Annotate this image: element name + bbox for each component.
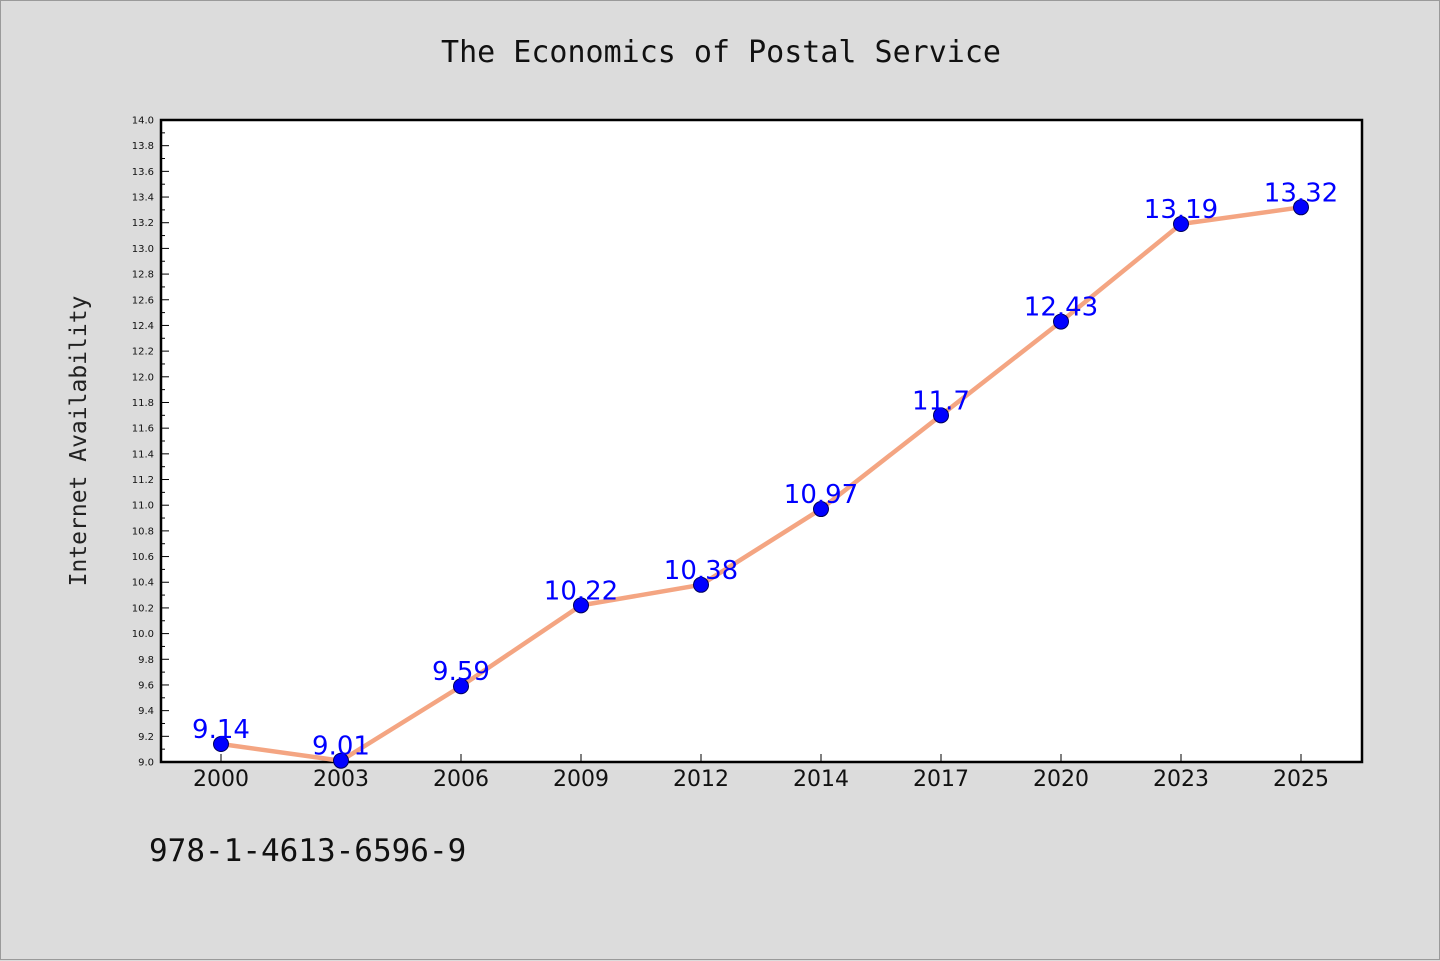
x-tick-label: 2020 [1033, 767, 1089, 792]
x-tick-label: 2014 [793, 767, 849, 792]
data-label: 12.43 [1024, 293, 1098, 323]
y-tick-label: 9.0 [138, 758, 154, 769]
y-tick-label: 11.4 [132, 449, 154, 460]
y-tick-label: 12.2 [132, 347, 154, 358]
y-axis-label: Internet Availability [66, 296, 92, 587]
series-line [220, 205, 1302, 763]
data-label: 9.14 [192, 715, 250, 745]
y-tick-label: 11.8 [132, 398, 154, 409]
data-label: 13.32 [1264, 178, 1338, 208]
data-label: 10.38 [664, 556, 738, 586]
data-point [1053, 313, 1069, 330]
y-tick-label: 13.0 [132, 244, 154, 255]
y-tick-label: 12.6 [132, 295, 154, 306]
plot-area [159, 118, 1364, 764]
y-tick-label: 10.2 [132, 603, 154, 614]
y-tick-label: 13.8 [132, 141, 154, 152]
y-tick-label: 9.4 [138, 706, 154, 717]
data-label: 10.22 [544, 576, 618, 606]
data-label: 10.97 [784, 480, 858, 510]
series-group: 9.14 9.01 9.59 10.22 10.38 10.97 11.7 12.43 13.1… [192, 178, 1338, 769]
data-point [453, 678, 469, 695]
y-tick-label: 11.2 [132, 475, 154, 486]
y-tick-label: 10.8 [132, 526, 154, 537]
y-tick-label: 13.6 [132, 167, 154, 178]
data-point [573, 597, 589, 614]
y-tick-label: 10.6 [132, 552, 154, 563]
data-label: 9.59 [432, 657, 490, 687]
y-tick-label: 10.4 [132, 578, 154, 589]
data-point [933, 407, 949, 424]
data-label: 13.19 [1144, 195, 1218, 225]
y-axis: 9.0 9.2 9.4 9.6 9.8 10.0 10.2 10.4 10.6 10.8 11.0 1… [132, 116, 169, 769]
y-tick-label: 11.0 [132, 501, 154, 512]
x-axis: 2000 2003 2006 2009 2012 2014 2017 2020 2023 2025 [193, 754, 1329, 792]
footer-code: 978-1-4613-6596-9 [149, 833, 467, 869]
x-tick-label: 2009 [553, 767, 609, 792]
y-tick-label: 12.0 [132, 372, 154, 383]
x-tick-label: 2023 [1153, 767, 1209, 792]
y-tick-label: 13.4 [132, 193, 154, 204]
y-tick-label: 9.2 [138, 732, 154, 743]
data-point [1173, 216, 1189, 233]
y-tick-label: 10.0 [132, 629, 154, 640]
y-tick-label: 13.2 [132, 218, 154, 229]
chart-title: The Economics of Postal Service [441, 35, 1001, 70]
x-tick-label: 2000 [193, 767, 249, 792]
y-tick-label: 12.4 [132, 321, 154, 332]
x-tick-label: 2006 [433, 767, 489, 792]
data-point [693, 576, 709, 593]
x-tick-label: 2025 [1273, 767, 1329, 792]
x-tick-label: 2017 [913, 767, 969, 792]
x-tick-label: 2003 [313, 767, 369, 792]
data-label: 9.01 [312, 732, 370, 762]
data-point [813, 501, 829, 518]
data-point [1293, 199, 1309, 216]
data-label: 11.7 [912, 386, 970, 416]
y-tick-label: 9.6 [138, 680, 154, 691]
data-point [213, 736, 229, 753]
data-point [333, 752, 349, 769]
y-tick-label: 11.6 [132, 424, 154, 435]
y-tick-label: 12.8 [132, 270, 154, 281]
y-tick-label: 14.0 [132, 116, 154, 127]
x-tick-label: 2012 [673, 767, 729, 792]
y-tick-label: 9.8 [138, 655, 154, 666]
